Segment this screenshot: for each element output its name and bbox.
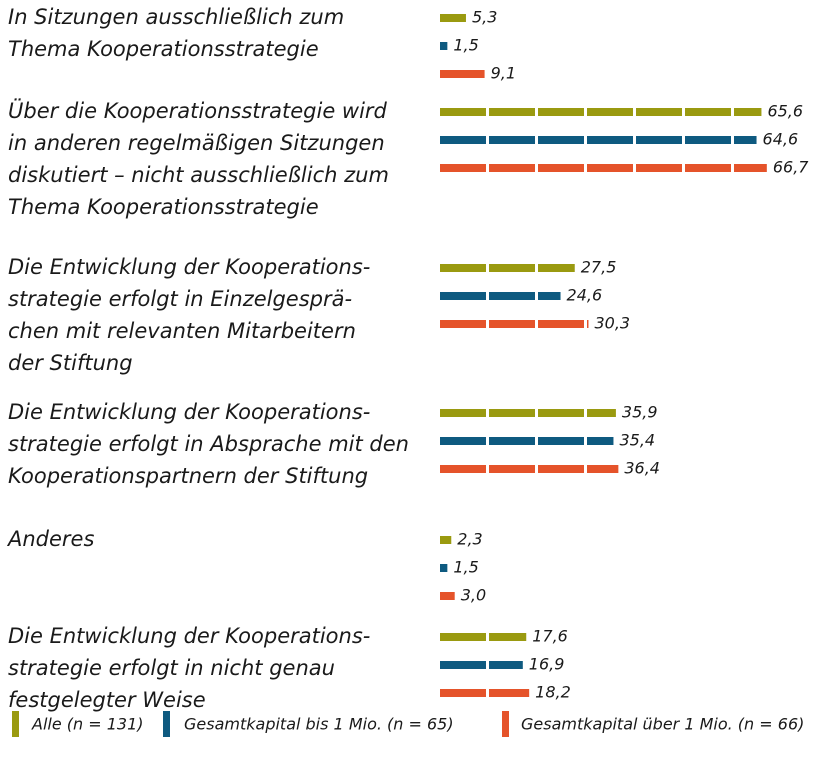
- category-label: Die Entwicklung der Kooperations-strateg…: [8, 624, 370, 712]
- legend-swatch: [163, 711, 170, 737]
- value-label: 36,4: [624, 459, 660, 478]
- value-label: 16,9: [529, 655, 565, 674]
- value-label: 24,6: [567, 286, 603, 305]
- value-label: 65,6: [767, 102, 803, 121]
- value-label: 17,6: [532, 627, 568, 646]
- value-label: 66,7: [773, 158, 809, 177]
- legend-swatch: [502, 711, 509, 737]
- value-label: 27,5: [581, 258, 617, 277]
- category-label: Anderes: [6, 527, 94, 551]
- category-label: Über die Kooperationsstrategie wird in an…: [8, 98, 389, 219]
- value-label: 30,3: [594, 314, 630, 333]
- value-label: 64,6: [763, 130, 799, 149]
- value-label: 3,0: [461, 586, 486, 605]
- category-label: Die Entwicklung der Kooperations-strateg…: [8, 255, 370, 375]
- value-label: 35,9: [622, 403, 658, 422]
- category-label: Die Entwicklung der Kooperations-strateg…: [8, 400, 409, 488]
- legend-label: Alle (n = 131): [31, 715, 144, 734]
- legend-swatch: [12, 711, 19, 737]
- value-label: 9,1: [491, 64, 516, 83]
- value-label: 1,5: [453, 558, 478, 577]
- value-label: 5,3: [472, 8, 497, 27]
- category-label: In Sitzungen ausschließlich zum Thema Koo…: [8, 5, 344, 61]
- legend-label: Gesamtkapital bis 1 Mio. (n = 65): [184, 715, 454, 734]
- value-label: 1,5: [453, 36, 478, 55]
- value-label: 2,3: [457, 530, 482, 549]
- value-label: 18,2: [535, 683, 571, 702]
- value-label: 35,4: [619, 431, 655, 450]
- legend-label: Gesamtkapital über 1 Mio. (n = 66): [521, 715, 804, 734]
